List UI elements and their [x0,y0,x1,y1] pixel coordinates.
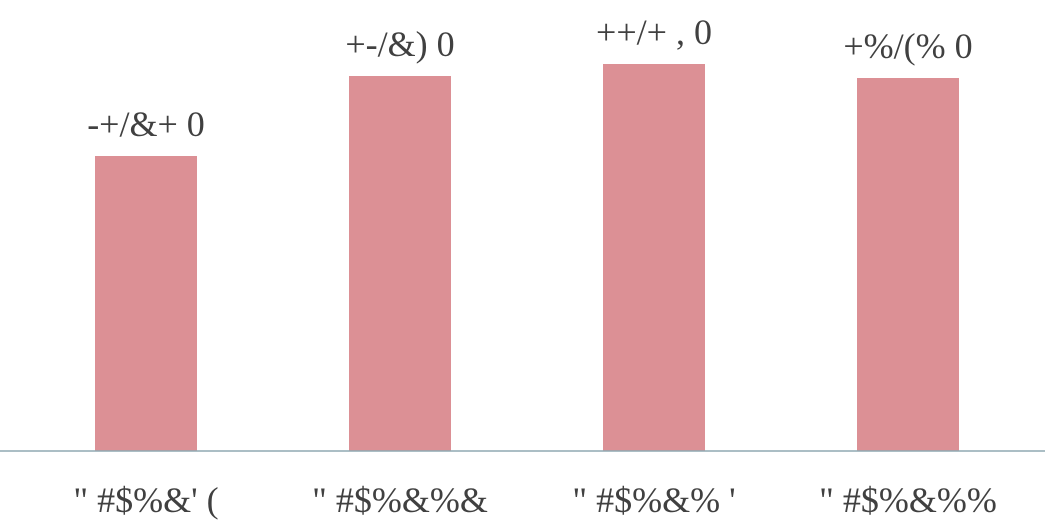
bar-3 [603,64,705,451]
value-labels-group: -+/&+ 0 +-/&) 0 ++/+ , 0 +%/(% 0 [87,12,972,144]
category-label-1: " #$%&' ( [73,480,218,520]
category-label-2: " #$%&%& [312,480,488,520]
category-label-3: " #$%&% ' [572,480,735,520]
data-label-2: +-/&) 0 [345,24,454,64]
data-label-1: -+/&+ 0 [87,104,205,144]
category-labels-group: " #$%&' ( " #$%&%& " #$%&% ' " #$%&%% [73,480,996,520]
bar-1 [95,156,197,451]
data-label-3: ++/+ , 0 [596,12,712,52]
data-label-4: +%/(% 0 [843,26,972,66]
bar-4 [857,78,959,451]
bar-2 [349,76,451,451]
category-label-4: " #$%&%% [819,480,997,520]
bars-group [95,64,959,451]
